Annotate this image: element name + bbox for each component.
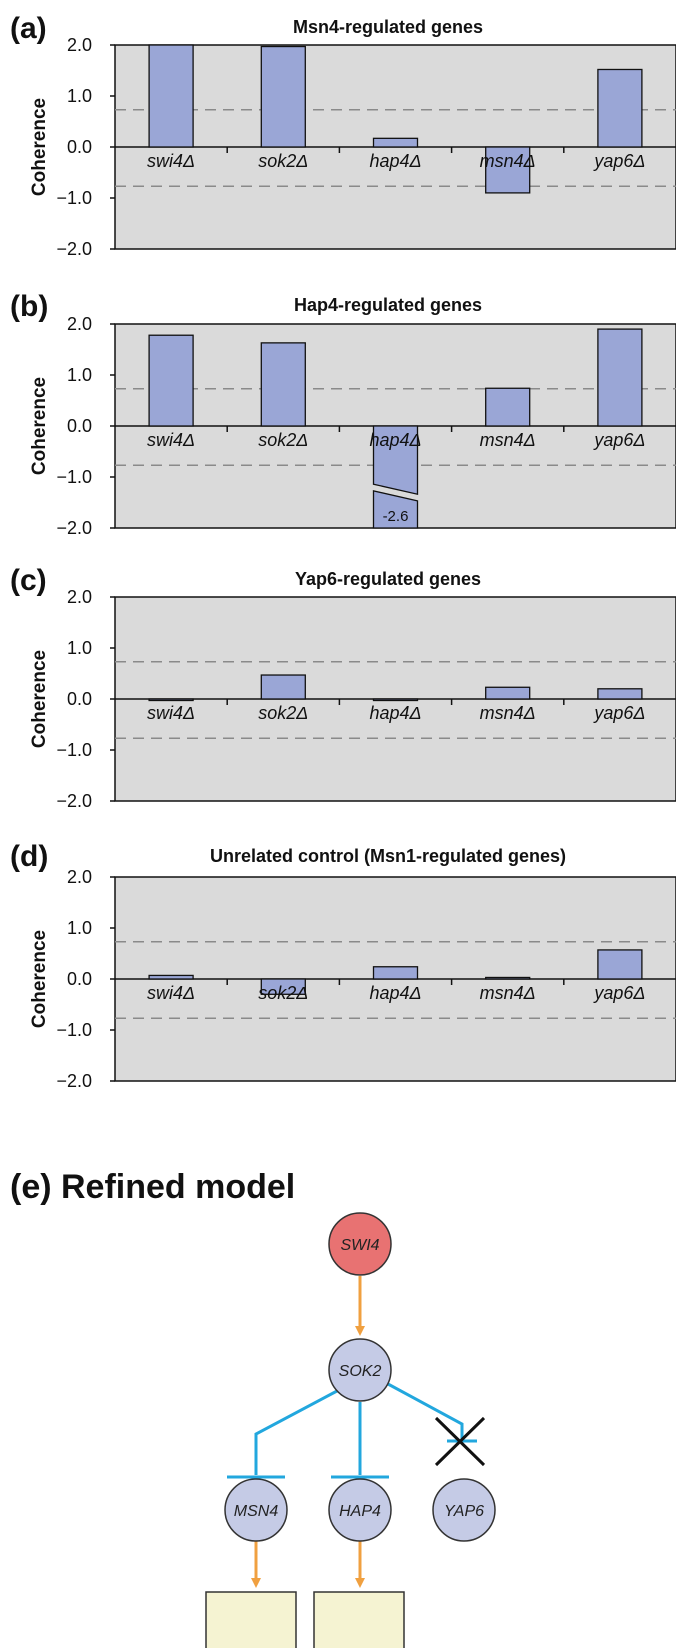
y-axis-label: Coherence (29, 650, 50, 748)
x-tick-label: swi4Δ (147, 983, 195, 1003)
panel-b: (b) Hap4-regulated genes 2.0 1.0 0.0 −1.0 −2… (10, 290, 676, 538)
panel-c: (c) Yap6-regulated genes 2.0 1.0 0.0 −1.0 −2… (10, 564, 676, 811)
y-tick-label: 1.0 (67, 86, 92, 106)
node-sok2-label: SOK2 (339, 1363, 382, 1380)
y-axis-label: Coherence (29, 98, 50, 196)
x-tick-label: yap6Δ (592, 703, 645, 723)
bar-value-label: -2.6 (383, 508, 409, 525)
panel-b-letter: (b) (10, 290, 48, 323)
x-tick-label: yap6Δ (592, 983, 645, 1003)
bar (261, 47, 305, 147)
panel-a-letter: (a) (10, 12, 47, 45)
bar (598, 950, 642, 979)
y-tick-label: 2.0 (67, 867, 92, 887)
y-tick-label: 0.0 (67, 137, 92, 157)
panel-d: (d) Unrelated control (Msn1-regulated ge… (10, 840, 676, 1091)
node-hap4: HAP4 (329, 1479, 391, 1541)
bar (149, 699, 193, 701)
x-tick-label: sok2Δ (258, 703, 308, 723)
node-yap6-label: YAP6 (444, 1503, 484, 1520)
panel-a-title: Msn4-regulated genes (293, 17, 483, 37)
bar (598, 329, 642, 426)
bar (598, 689, 642, 699)
x-tick-label: swi4Δ (147, 430, 195, 450)
y-tick-label: 2.0 (67, 587, 92, 607)
node-msn4: MSN4 (225, 1479, 287, 1541)
x-tick-label: swi4Δ (147, 703, 195, 723)
bar (374, 699, 418, 701)
bar (598, 69, 642, 147)
x-tick-label: hap4Δ (369, 430, 421, 450)
bar (374, 967, 418, 979)
bar (486, 388, 530, 426)
y-tick-label: 2.0 (67, 35, 92, 55)
x-tick-label: yap6Δ (592, 151, 645, 171)
y-tick-label: 0.0 (67, 689, 92, 709)
node-msn4-label: MSN4 (234, 1503, 279, 1520)
bar (149, 335, 193, 426)
y-tick-label: 2.0 (67, 314, 92, 334)
panel-d-title: Unrelated control (Msn1-regulated genes) (210, 846, 566, 866)
node-yap6: YAP6 (433, 1479, 495, 1541)
y-tick-label: −1.0 (56, 1020, 92, 1040)
node-swi4-label: SWI4 (340, 1237, 379, 1254)
y-tick-label: 1.0 (67, 638, 92, 658)
x-tick-label: msn4Δ (480, 151, 536, 171)
bar (486, 687, 530, 699)
sok2-msn4-inhibition-line (256, 1391, 337, 1475)
node-hap4-label: HAP4 (339, 1503, 381, 1520)
x-tick-label: sok2Δ (258, 983, 308, 1003)
y-tick-label: −2.0 (56, 518, 92, 538)
y-tick-label: −1.0 (56, 188, 92, 208)
x-tick-label: hap4Δ (369, 703, 421, 723)
bar (149, 975, 193, 979)
bar (149, 45, 193, 147)
node-swi4: SWI4 (329, 1213, 391, 1275)
x-tick-label: hap4Δ (369, 983, 421, 1003)
x-tick-label: sok2Δ (258, 430, 308, 450)
bar (261, 675, 305, 699)
panel-a: (a) Msn4-regulated genes 2.0 1.0 0.0 −1.0 −2… (10, 12, 676, 259)
y-tick-label: 0.0 (67, 969, 92, 989)
panel-c-plot: 2.0 1.0 0.0 −1.0 −2.0 Coherence swi4Δ sok2Δ hap4… (29, 587, 676, 811)
y-axis-label: Coherence (29, 930, 50, 1028)
msn4-targets-box (206, 1592, 296, 1648)
model-title: (e) Refined model (10, 1168, 295, 1206)
y-tick-label: −1.0 (56, 740, 92, 760)
y-tick-label: 1.0 (67, 365, 92, 385)
panel-b-plot: 2.0 1.0 0.0 −1.0 −2.0 Coherence -2.6 swi4Δ sok2Δ… (29, 314, 676, 538)
y-axis-label: Coherence (29, 377, 50, 475)
y-tick-label: 0.0 (67, 416, 92, 436)
panel-d-plot: 2.0 1.0 0.0 −1.0 −2.0 Coherence swi4Δ sok2Δ hap4… (29, 867, 676, 1091)
y-tick-label: −2.0 (56, 791, 92, 811)
y-tick-label: −1.0 (56, 467, 92, 487)
x-tick-label: msn4Δ (480, 983, 536, 1003)
x-tick-label: sok2Δ (258, 151, 308, 171)
hap4-targets-box (314, 1592, 404, 1648)
y-tick-label: −2.0 (56, 239, 92, 259)
panel-c-title: Yap6-regulated genes (295, 569, 481, 589)
y-tick-label: 1.0 (67, 918, 92, 938)
x-tick-label: swi4Δ (147, 151, 195, 171)
refined-model: (e) Refined model SWI4 SOK2 MSN (10, 1168, 495, 1648)
x-tick-label: hap4Δ (369, 151, 421, 171)
bar (374, 138, 418, 147)
bar (486, 977, 530, 979)
panel-c-letter: (c) (10, 564, 47, 597)
panel-b-title: Hap4-regulated genes (294, 295, 482, 315)
x-tick-label: msn4Δ (480, 430, 536, 450)
panel-a-plot: 2.0 1.0 0.0 −1.0 −2.0 Coherence swi4Δ sok2Δ hap4… (29, 35, 676, 259)
bar (261, 343, 305, 426)
y-tick-label: −2.0 (56, 1071, 92, 1091)
x-tick-label: yap6Δ (592, 430, 645, 450)
x-tick-label: msn4Δ (480, 703, 536, 723)
node-sok2: SOK2 (329, 1339, 391, 1401)
panel-d-letter: (d) (10, 840, 48, 873)
